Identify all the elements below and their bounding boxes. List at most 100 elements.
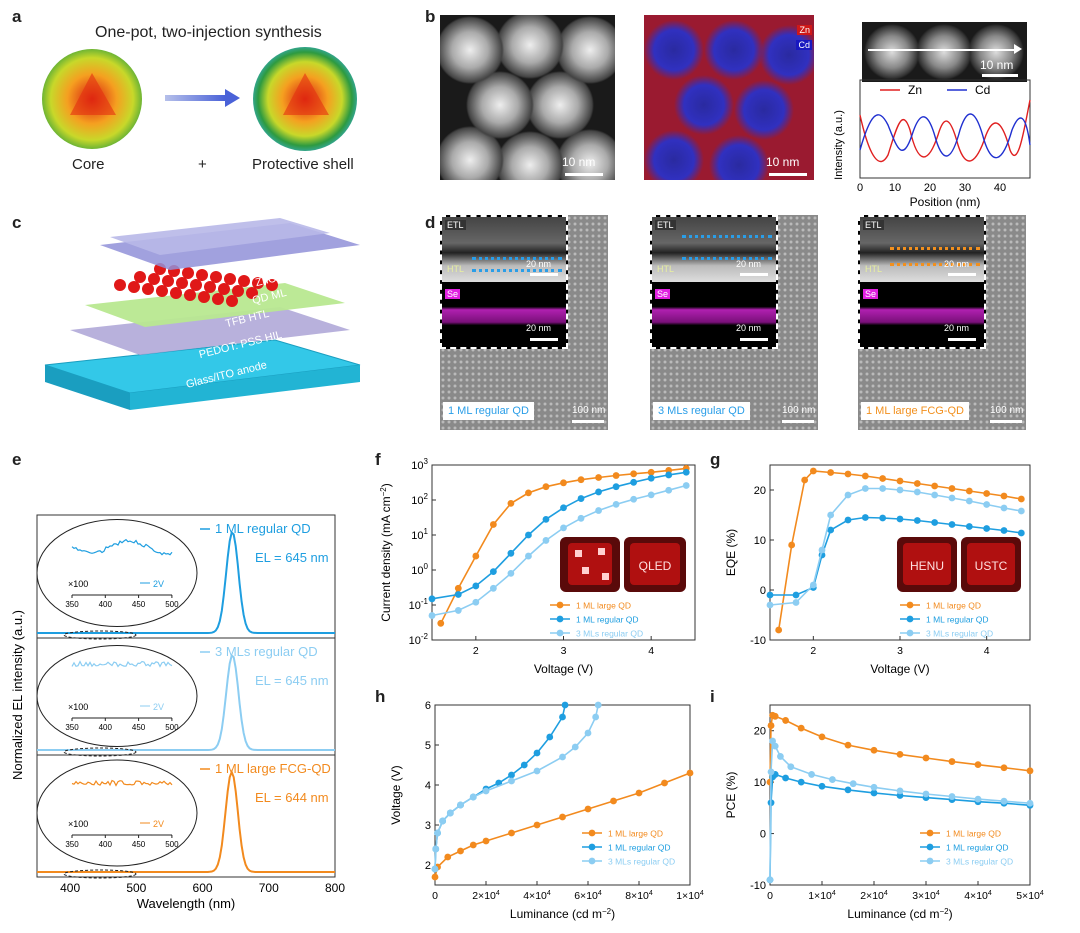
y-tick: 4 (425, 780, 431, 792)
x-tick: 2 (473, 645, 479, 657)
data-point (845, 471, 852, 478)
data-point (827, 512, 834, 519)
data-point (559, 754, 566, 761)
e-series-name: 1 ML large FCG-QD (215, 761, 331, 776)
inset-tick: 350 (65, 840, 79, 849)
data-point (534, 822, 541, 829)
data-point (508, 772, 515, 779)
cross-section-inset: ETL HTL 20 nm Se 20 nm (858, 215, 986, 349)
data-point (827, 469, 834, 476)
sem-image: ETL HTL 20 nm Se 20 nm 1 ML large FCG-QD 100 n… (858, 215, 1026, 430)
x-axis-label: Luminance (cd m−2) (847, 907, 952, 921)
sem-image: ETL HTL 20 nm Se 20 nm 1 ML regular QD 100 nm (440, 215, 608, 430)
x100-label: ×100 (68, 579, 88, 589)
cross-section-inset: ETL HTL 20 nm Se 20 nm (440, 215, 568, 349)
data-point (949, 485, 956, 492)
x-tick: 2×104 (472, 890, 500, 902)
legend-entry: 1 ML large QD (576, 601, 631, 611)
data-point (648, 475, 655, 482)
inset-tick: 450 (132, 600, 146, 609)
series-line (435, 705, 598, 869)
scale-bar-label: 20 nm (734, 323, 763, 333)
y-tick: -10 (750, 635, 766, 647)
data-point (1027, 767, 1034, 774)
x-tick: 1×104 (808, 890, 836, 902)
x-tick: 1×104 (676, 890, 704, 902)
data-point (775, 627, 782, 634)
data-point (432, 874, 439, 881)
data-point (871, 747, 878, 754)
b-xlabel: Position (nm) (910, 195, 981, 209)
data-point (782, 717, 789, 724)
b-xtick: 10 (889, 182, 901, 194)
sem-caption: 1 ML regular QD (443, 402, 534, 420)
data-point (793, 599, 800, 606)
data-point (683, 469, 690, 476)
inset-tick: 450 (132, 840, 146, 849)
data-point (534, 768, 541, 775)
panel-letter-e: e (12, 450, 21, 470)
data-point (437, 620, 444, 627)
data-point (772, 713, 779, 720)
inset-tick: 450 (132, 723, 146, 732)
x100-label: ×100 (68, 702, 88, 712)
data-point (1001, 764, 1008, 771)
scale-bar-label: 20 nm (524, 259, 553, 269)
inset-tick: 400 (99, 840, 113, 849)
zn-tag: Zn (797, 25, 812, 35)
inset-tick: 500 (165, 600, 179, 609)
el-peak-label: EL = 645 nm (255, 673, 329, 688)
data-point (429, 612, 436, 619)
scale-bar (565, 173, 603, 176)
data-point (665, 472, 672, 479)
data-point (879, 485, 886, 492)
data-point (595, 507, 602, 514)
data-point (1001, 798, 1008, 805)
series-line (435, 705, 565, 869)
y-axis-label: Current density (mA cm−2) (379, 483, 393, 622)
data-point (966, 498, 973, 505)
data-point (897, 487, 904, 494)
data-point (801, 477, 808, 484)
data-point (508, 830, 515, 837)
scale-bar-label: 10 nm (980, 58, 1013, 72)
el-spectra-chart: Normalized EL intensity (a.u.) 1 ML regul… (0, 510, 345, 933)
x-tick: 4×104 (964, 890, 992, 902)
series-line (770, 715, 1030, 782)
data-point (788, 542, 795, 549)
e-xtick: 800 (325, 881, 345, 895)
data-point (432, 846, 439, 853)
data-point (793, 592, 800, 599)
y-tick: 0 (760, 829, 766, 841)
data-point (636, 790, 643, 797)
e-ylabel: Normalized EL intensity (a.u.) (10, 610, 25, 780)
data-point (845, 742, 852, 749)
bias-label: 2V (153, 819, 164, 829)
scale-bar-label: 100 nm (572, 405, 605, 416)
data-point (490, 568, 497, 575)
data-point (798, 725, 805, 732)
data-point (1018, 508, 1025, 515)
data-point (613, 501, 620, 508)
legend-entry: 3 MLs regular QD (946, 857, 1013, 867)
data-point (683, 482, 690, 489)
se-tag: Se (445, 289, 460, 299)
x-tick: 5×104 (1016, 890, 1044, 902)
data-point (767, 592, 774, 599)
data-point (613, 483, 620, 490)
e-series-name: 1 ML regular QD (215, 521, 311, 536)
data-point (819, 783, 826, 790)
core-label: Core (72, 156, 105, 173)
data-point (914, 489, 921, 496)
data-point (508, 570, 515, 577)
data-point (768, 768, 775, 775)
data-point (543, 516, 550, 523)
scale-bar (769, 173, 807, 176)
data-point (871, 784, 878, 791)
legend-entry: 1 ML large QD (926, 601, 981, 611)
legend-entry: 1 ML regular QD (576, 615, 639, 625)
data-point (931, 492, 938, 499)
data-point (661, 780, 668, 787)
current-density-chart: 10-210-11001011021032 3 4Current density (… (370, 455, 710, 685)
b-xtick: 30 (959, 182, 971, 194)
